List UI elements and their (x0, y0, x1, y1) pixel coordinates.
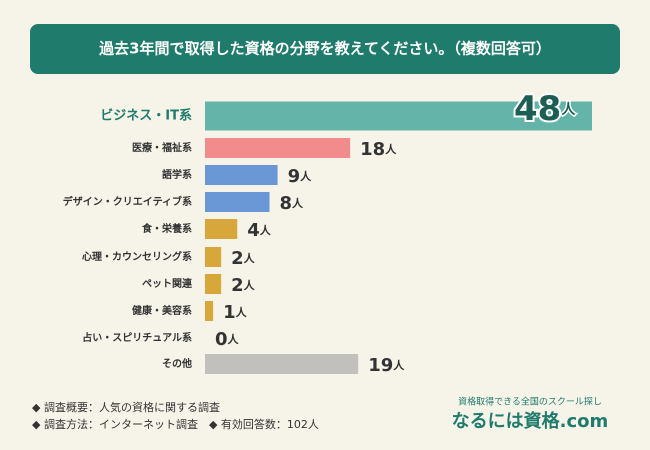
logo-name: なるには資格.com (452, 410, 609, 432)
bar (205, 219, 238, 239)
value-unit: 人 (292, 196, 304, 210)
category-label: その他 (162, 357, 192, 370)
logo-tagline: 資格取得できる全国のスクール探し (458, 396, 602, 408)
value-number: 8 (280, 193, 293, 214)
value-label: 2人 (231, 275, 256, 296)
note: ◆ 調査方法：インターネット調査 ◆ 有効回答数：102人 (32, 417, 319, 431)
value-unit: 人 (244, 251, 256, 265)
value-unit: 人 (300, 169, 312, 183)
category-label: 食・栄養系 (141, 222, 192, 235)
category-label: 医療・福祉系 (132, 141, 192, 154)
value-label: 18人 (360, 139, 397, 160)
chart-title: 過去3年間で取得した資格の分野を教えてください。（複数回答可） (98, 40, 551, 58)
bar (205, 138, 351, 158)
value-label: 2人 (231, 248, 256, 269)
category-label: 語学系 (162, 168, 192, 181)
category-label: ビジネス・IT系 (100, 108, 192, 124)
value-unit: 人 (561, 101, 576, 118)
value-unit: 人 (236, 305, 248, 319)
category-label: 心理・カウンセリング系 (82, 250, 192, 263)
value-unit: 人 (393, 358, 405, 372)
bar (205, 274, 222, 294)
value-number: 4 (247, 220, 260, 241)
value-number: 1 (223, 302, 236, 323)
bar (205, 301, 214, 321)
value-label: 9人 (288, 166, 313, 187)
note: ◆ 調査概要：人気の資格に関する調査 (32, 400, 220, 414)
value-number: 48 (514, 89, 561, 129)
value-unit: 人 (244, 278, 256, 292)
value-label: 48人 (514, 89, 576, 129)
value-number: 2 (231, 275, 244, 296)
value-label: 4人 (247, 220, 272, 241)
bar (205, 165, 278, 185)
value-label: 0人 (215, 329, 240, 350)
bar (205, 101, 592, 131)
value-number: 19 (368, 355, 393, 376)
title-box (30, 24, 620, 74)
value-unit: 人 (228, 332, 240, 346)
value-number: 0 (215, 329, 228, 350)
bar (205, 192, 270, 212)
value-label: 1人 (223, 302, 248, 323)
category-label: デザイン・クリエイティブ系 (63, 195, 192, 208)
value-label: 8人 (280, 193, 305, 214)
value-number: 2 (231, 248, 244, 269)
value-unit: 人 (385, 142, 397, 156)
category-label: 占い・スピリチュアル系 (82, 331, 192, 344)
bar (205, 354, 359, 374)
category-label: 健康・美容系 (132, 304, 192, 317)
bar (205, 247, 222, 267)
category-label: ペット関連 (142, 277, 193, 290)
value-label: 19人 (368, 355, 405, 376)
value-number: 9 (288, 166, 301, 187)
value-unit: 人 (260, 223, 272, 237)
value-number: 18 (360, 139, 385, 160)
